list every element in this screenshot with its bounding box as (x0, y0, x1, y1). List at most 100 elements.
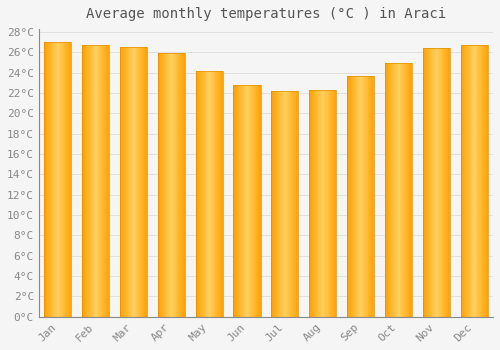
Bar (464, 45, 465, 317)
Bar (318, 90, 319, 317)
Bar (372, 76, 373, 317)
Bar (392, 63, 393, 317)
Bar (180, 54, 181, 317)
Bar (214, 71, 215, 317)
Bar (103, 45, 104, 317)
Bar (272, 91, 273, 317)
Bar (46, 42, 47, 317)
Bar (105, 45, 106, 317)
Bar (406, 63, 407, 317)
Bar (47, 42, 48, 317)
Bar (480, 45, 481, 317)
Bar (357, 76, 358, 317)
Bar (334, 90, 335, 317)
Bar (198, 71, 199, 317)
Bar (175, 54, 176, 317)
Bar (278, 91, 279, 317)
Bar (205, 71, 206, 317)
Bar (202, 71, 203, 317)
Bar (140, 47, 141, 317)
Bar (96, 45, 97, 317)
Bar (206, 71, 207, 317)
Bar (368, 76, 370, 317)
Bar (397, 63, 398, 317)
Bar (296, 91, 297, 317)
Bar (461, 45, 462, 317)
Bar (292, 91, 293, 317)
Bar (394, 63, 395, 317)
Bar (425, 48, 426, 317)
Bar (483, 45, 484, 317)
Bar (66, 42, 67, 317)
Bar (276, 91, 277, 317)
Bar (297, 91, 298, 317)
Bar (388, 63, 389, 317)
Bar (86, 45, 87, 317)
Bar (398, 63, 399, 317)
Bar (395, 63, 396, 317)
Bar (68, 42, 69, 317)
Bar (309, 90, 336, 317)
Bar (45, 42, 46, 317)
Bar (168, 54, 169, 317)
Bar (83, 45, 84, 317)
Bar (254, 85, 255, 317)
Bar (438, 48, 439, 317)
Bar (478, 45, 479, 317)
Bar (104, 45, 105, 317)
Bar (128, 47, 129, 317)
Bar (69, 42, 70, 317)
Bar (170, 54, 171, 317)
Bar (90, 45, 91, 317)
Bar (405, 63, 406, 317)
Bar (324, 90, 325, 317)
Bar (179, 54, 180, 317)
Bar (244, 85, 245, 317)
Bar (321, 90, 322, 317)
Bar (89, 45, 90, 317)
Bar (50, 42, 51, 317)
Bar (409, 63, 410, 317)
Bar (220, 71, 221, 317)
Bar (287, 91, 288, 317)
Bar (53, 42, 54, 317)
Bar (160, 54, 161, 317)
Bar (356, 76, 357, 317)
Bar (129, 47, 130, 317)
Bar (440, 48, 441, 317)
Bar (71, 42, 72, 317)
Bar (92, 45, 93, 317)
Bar (174, 54, 175, 317)
Bar (259, 85, 260, 317)
Bar (102, 45, 103, 317)
Bar (349, 76, 350, 317)
Bar (446, 48, 447, 317)
Bar (354, 76, 355, 317)
Bar (91, 45, 92, 317)
Bar (280, 91, 281, 317)
Bar (385, 63, 412, 317)
Bar (469, 45, 470, 317)
Bar (386, 63, 387, 317)
Bar (350, 76, 351, 317)
Bar (399, 63, 400, 317)
Bar (366, 76, 367, 317)
Bar (94, 45, 95, 317)
Bar (426, 48, 427, 317)
Bar (439, 48, 440, 317)
Bar (333, 90, 334, 317)
Bar (138, 47, 139, 317)
Bar (222, 71, 223, 317)
Bar (158, 54, 159, 317)
Bar (57, 42, 58, 317)
Bar (437, 48, 438, 317)
Bar (172, 54, 173, 317)
Bar (141, 47, 142, 317)
Bar (407, 63, 408, 317)
Bar (146, 47, 147, 317)
Bar (216, 71, 217, 317)
Bar (242, 85, 243, 317)
Bar (126, 47, 127, 317)
Bar (82, 45, 109, 317)
Bar (396, 63, 397, 317)
